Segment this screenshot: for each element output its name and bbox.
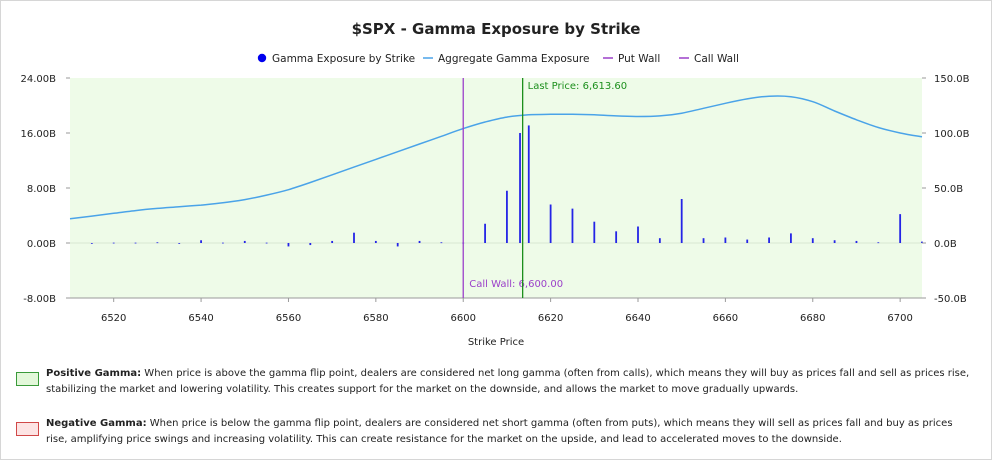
gamma-bar	[222, 242, 224, 244]
negative-gamma-description: When price is below the gamma flip point…	[46, 418, 953, 445]
right-tick-label: 150.0B	[934, 74, 970, 85]
right-tick-label: 50.0B	[934, 184, 963, 195]
x-axis-ticks: 6520 6540 6560 6580 6600 6620 6640 6660 6680 6700	[101, 298, 913, 324]
gamma-bar	[178, 243, 181, 244]
legend-item[interactable]: Call Wall	[679, 53, 739, 65]
gamma-bar	[702, 238, 705, 243]
legend-label: Put Wall	[618, 53, 660, 65]
gamma-bar	[877, 242, 880, 244]
right-tick-label: 0.0B	[934, 239, 957, 250]
left-tick-label: 16.00B	[21, 129, 57, 140]
gamma-bar	[899, 214, 902, 243]
x-tick-label: 6560	[276, 313, 301, 324]
x-axis-title: Strike Price	[468, 337, 524, 348]
aggregate-gamma-line	[69, 95, 923, 220]
gridlines	[70, 242, 922, 299]
gamma-bar	[265, 242, 268, 244]
price-markers: Call Wall: 6,600.00 Last Price: 6,613.60	[462, 78, 627, 298]
chart-title: $SPX - Gamma Exposure by Strike	[352, 20, 641, 38]
gamma-bar	[746, 239, 749, 243]
gamma-bar	[680, 199, 683, 243]
gamma-bar	[396, 243, 399, 247]
gamma-bar	[440, 242, 443, 244]
gamma-bar	[724, 237, 727, 243]
negative-gamma-swatch	[16, 422, 39, 436]
gamma-bar	[112, 242, 115, 244]
positive-gamma-heading: Positive Gamma:	[46, 368, 142, 379]
gamma-bar	[287, 243, 290, 247]
gamma-bar	[637, 226, 639, 243]
call-wall-label: Call Wall: 6,600.00	[469, 279, 563, 290]
gamma-bar	[134, 242, 137, 244]
gamma-bar	[658, 238, 661, 243]
positive-gamma-region	[70, 78, 922, 298]
positive-gamma-description: When price is above the gamma flip point…	[46, 368, 970, 395]
positive-gamma-text: Positive Gamma: When price is above the …	[46, 366, 971, 398]
gamma-bar	[768, 237, 770, 243]
gamma-bar	[921, 241, 923, 243]
gamma-bars	[90, 125, 923, 247]
left-tick-label: 0.00B	[27, 239, 56, 250]
x-tick-label: 6580	[363, 313, 388, 324]
gamma-bar	[571, 208, 574, 243]
legend-label: Call Wall	[694, 53, 739, 65]
x-tick-label: 6520	[101, 313, 126, 324]
gamma-bar	[506, 190, 508, 243]
x-tick-label: 6660	[713, 313, 738, 324]
negative-gamma-heading: Negative Gamma:	[46, 418, 147, 429]
right-axis-ticks: -50.0B 0.0B 50.0B 100.0B 150.0B	[922, 74, 970, 305]
x-tick-label: 6680	[800, 313, 825, 324]
x-tick-label: 6640	[625, 313, 650, 324]
gamma-bar	[593, 221, 596, 243]
left-tick-label: -8.00B	[23, 294, 56, 305]
right-tick-label: -50.0B	[934, 294, 967, 305]
gamma-bar	[811, 238, 814, 243]
gamma-bar	[519, 133, 521, 243]
gamma-bar	[374, 240, 377, 243]
legend-item[interactable]: Put Wall	[603, 53, 660, 65]
gamma-bar	[855, 240, 858, 243]
legend-dot-marker	[257, 53, 267, 63]
left-tick-label: 24.00B	[21, 74, 57, 85]
gamma-chart: $SPX - Gamma Exposure by Strike Gamma Ex…	[21, 20, 970, 348]
gamma-bar	[200, 240, 202, 243]
x-tick-label: 6600	[451, 313, 476, 324]
left-tick-label: 8.00B	[27, 184, 56, 195]
right-tick-label: 100.0B	[934, 129, 970, 140]
legend-label: Gamma Exposure by Strike	[272, 53, 415, 65]
gamma-bar	[353, 232, 355, 243]
legend: Gamma Exposure by Strike Aggregate Gamma …	[257, 53, 739, 65]
gamma-bar	[484, 223, 486, 243]
legend-item[interactable]: Aggregate Gamma Exposure	[423, 53, 589, 65]
gamma-bar	[790, 233, 792, 243]
gamma-bar	[243, 240, 246, 243]
gamma-bar	[156, 242, 159, 244]
gamma-bar	[615, 231, 618, 243]
gamma-bar	[418, 240, 421, 243]
negative-gamma-text: Negative Gamma: When price is below the …	[46, 416, 971, 448]
gamma-bar	[549, 204, 552, 243]
gamma-bar	[90, 243, 93, 244]
left-axis-ticks: -8.00B 0.00B 8.00B 16.00B 24.00B	[21, 74, 70, 305]
gamma-bar	[527, 125, 530, 243]
legend-item[interactable]: Gamma Exposure by Strike	[257, 53, 415, 65]
x-tick-label: 6620	[538, 313, 563, 324]
x-tick-label: 6540	[188, 313, 213, 324]
gamma-bar	[331, 240, 334, 243]
last-price-label: Last Price: 6,613.60	[528, 81, 627, 92]
legend-label: Aggregate Gamma Exposure	[438, 53, 589, 65]
x-tick-label: 6700	[887, 313, 912, 324]
gamma-bar	[309, 243, 312, 246]
gamma-bar	[833, 240, 836, 243]
positive-gamma-swatch	[16, 372, 39, 386]
